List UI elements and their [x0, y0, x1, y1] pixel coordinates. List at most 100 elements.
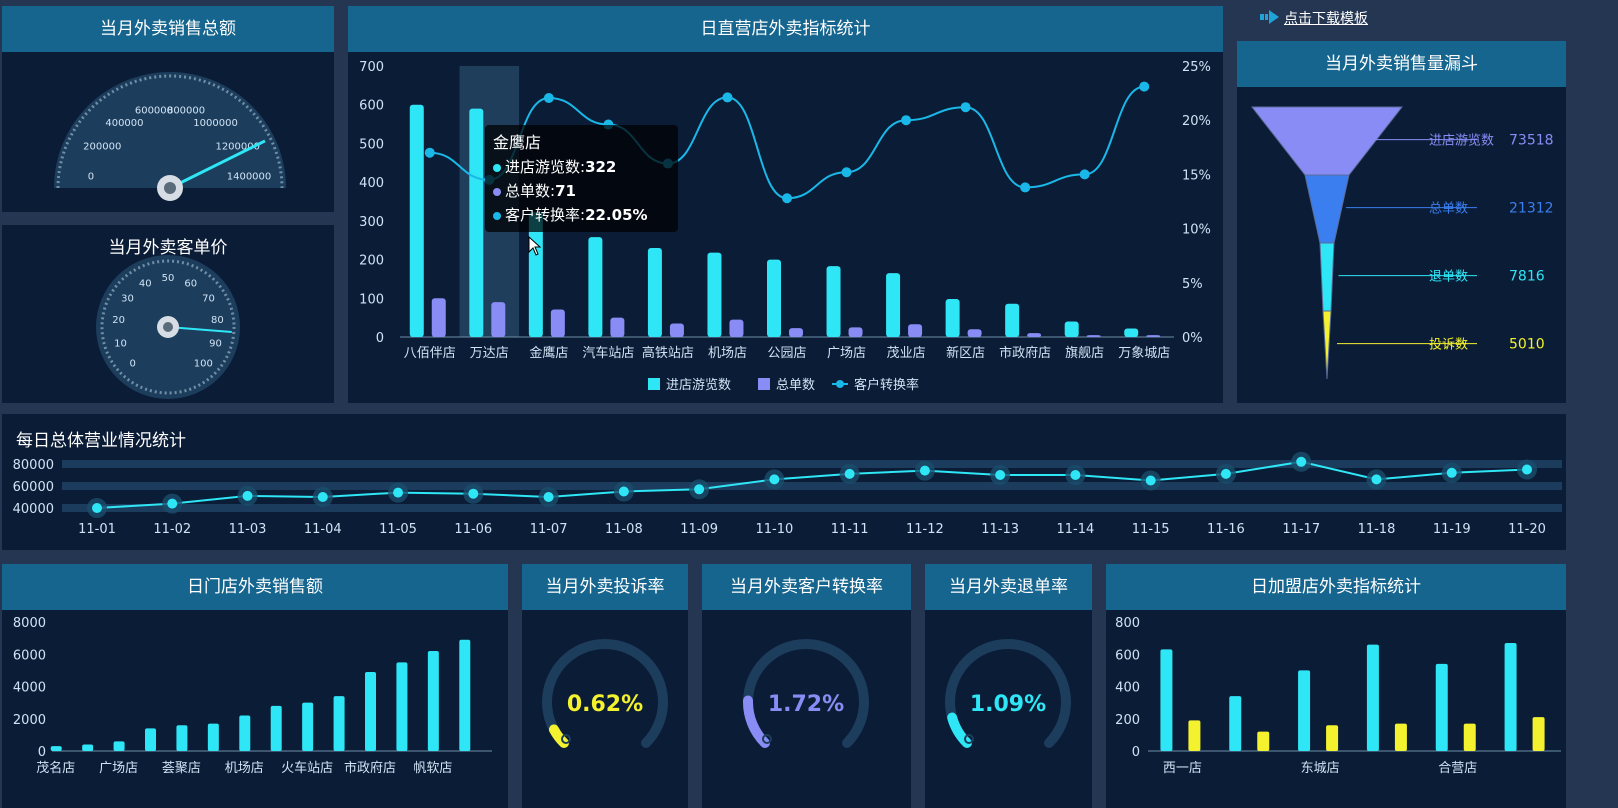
- x-tick-label: 八佰伴店: [404, 346, 456, 361]
- panel-title: 当月外卖销售总额: [2, 6, 334, 52]
- grid-band: [62, 482, 1562, 490]
- x-tick-label: 11-20: [1508, 522, 1546, 537]
- funnel-value: 5010: [1509, 337, 1545, 353]
- x-tick-label: 11-08: [605, 522, 643, 537]
- x-tick-label: 汽车站店: [582, 345, 634, 361]
- bar-visits: [886, 273, 901, 337]
- bar-series-b: [1532, 717, 1545, 751]
- x-tick-label: 11-10: [755, 522, 793, 537]
- x-tick-label: 万达店: [470, 346, 509, 361]
- bar-series-a: [1298, 670, 1311, 751]
- gauge-value: 0.62%: [567, 692, 643, 717]
- bar-sales: [239, 715, 251, 751]
- line-point: [543, 92, 554, 103]
- panel-title: 当月外卖投诉率: [522, 564, 688, 610]
- x-tick-label: 11-13: [981, 522, 1019, 537]
- line-point: [1020, 182, 1031, 193]
- tooltip-row: 进店游览数:322: [493, 155, 670, 179]
- bar-visits: [826, 266, 841, 337]
- gauge-tick-label: 400000: [105, 118, 143, 129]
- gauge-tick-label: 20: [112, 315, 125, 326]
- line-point: [242, 490, 253, 501]
- y-tick-label: 300: [359, 215, 384, 230]
- line-point: [1446, 467, 1457, 478]
- gauge-needle: [169, 139, 266, 190]
- grid-band: [62, 504, 1562, 512]
- gauge-tick-label: 60: [184, 278, 197, 289]
- y-tick-label: 200: [359, 254, 384, 269]
- bar-visits: [767, 259, 781, 337]
- line-point: [694, 484, 705, 495]
- line-point: [1070, 470, 1081, 480]
- x-tick-label: 新区店: [946, 345, 985, 361]
- gauge-tick-label: 50: [162, 273, 175, 284]
- bar-sales: [302, 702, 314, 751]
- daily-line: [96, 460, 1528, 509]
- tooltip-label: 总单数:: [505, 182, 556, 200]
- refund-rate-gauge: 1.09%: [945, 639, 1071, 749]
- tooltip-title: 金鹰店: [493, 133, 542, 152]
- bar-orders: [789, 328, 803, 337]
- y-tick-label: 600: [1115, 648, 1140, 663]
- complaint-rate-gauge: 0.62%: [542, 639, 668, 749]
- line-point: [618, 486, 629, 497]
- tooltip-value: 22.05%: [585, 206, 648, 224]
- tooltip-row: 总单数:71: [493, 179, 670, 203]
- x-tick-label: 11-16: [1207, 522, 1245, 537]
- bar-sales: [50, 746, 62, 751]
- y-tick-label: 0: [376, 331, 384, 346]
- x-tick-label: 机场店: [225, 761, 264, 776]
- gauge-tick-label: 0: [129, 358, 135, 369]
- daily-panel: 每日总体营业情况统计 80000 60000 40000 11-01 11-02 11-0…: [2, 414, 1566, 550]
- panel-title: 每日总体营业情况统计: [16, 431, 186, 451]
- franchise-chart: 800 600 400 200 0 西一店 东城店 合营店: [1115, 616, 1561, 776]
- gauge-tick-label: 70: [202, 294, 215, 305]
- bar-series-a: [1229, 696, 1242, 751]
- legend-swatch: [648, 378, 660, 390]
- x-tick-label: 11-01: [78, 522, 116, 537]
- gauge-tick-label: 90: [209, 338, 222, 349]
- y2-tick-label: 20%: [1182, 114, 1211, 129]
- x-tick-label: 11-09: [680, 522, 718, 537]
- line-point: [1296, 456, 1307, 467]
- x-tick-label: 西一店: [1163, 761, 1202, 776]
- funnel-segment: [1322, 310, 1332, 380]
- bar-series-b: [1463, 723, 1476, 751]
- x-tick-label: 荟聚店: [162, 761, 201, 776]
- line-point: [960, 102, 971, 113]
- x-tick-label: 万象城店: [1118, 346, 1170, 361]
- y-tick-label: 500: [359, 137, 384, 152]
- funnel-label: 投诉数: [1429, 337, 1468, 353]
- line-point: [1522, 464, 1532, 475]
- x-tick-label: 金鹰店: [529, 345, 568, 361]
- gauge-tick-label: 1000000: [193, 118, 238, 129]
- gauge-tick-label: 800000: [167, 106, 205, 117]
- gauge-tick-label: 100: [194, 358, 213, 369]
- bar-orders: [908, 324, 923, 337]
- line-point: [92, 503, 102, 513]
- funnel-value: 73518: [1509, 133, 1554, 149]
- y-tick-label: 400: [1115, 681, 1140, 696]
- bar-sales: [145, 728, 156, 751]
- total-sales-panel: 当月外卖销售总额 0 200000 400000 600000 800000 100000…: [2, 6, 334, 212]
- avg-price-gauge: 010 20 30 40 50 60 70 80 90 100: [96, 255, 240, 399]
- panel-title: 当月外卖客户转换率: [702, 564, 911, 610]
- line-point: [919, 465, 930, 476]
- download-template-link[interactable]: 点击下载模板: [1284, 11, 1368, 27]
- gauge-value: 1.09%: [970, 692, 1046, 717]
- complaint-panel: 当月外卖投诉率 0.62%: [522, 564, 688, 808]
- tooltip-value: 322: [585, 158, 617, 176]
- y-tick-label: 40000: [13, 502, 54, 517]
- legend-swatch: [836, 380, 844, 388]
- bar-sales: [459, 639, 471, 751]
- x-tick-label: 广场店: [827, 346, 866, 361]
- bar-series-a: [1366, 644, 1379, 751]
- x-tick-label: 茂业店: [887, 346, 926, 361]
- gauge-tick-label: 10: [114, 338, 127, 349]
- panel-title: 当月外卖客单价: [108, 238, 228, 258]
- bar-visits: [1005, 303, 1020, 337]
- bar-sales: [270, 705, 282, 751]
- avg-price-panel: 当月外卖客单价 0 10 20 30 40 50 60 70 80 90 100: [2, 225, 334, 403]
- gauge-pivot-center: [163, 322, 173, 332]
- gauge-tick-label: 40: [139, 278, 152, 289]
